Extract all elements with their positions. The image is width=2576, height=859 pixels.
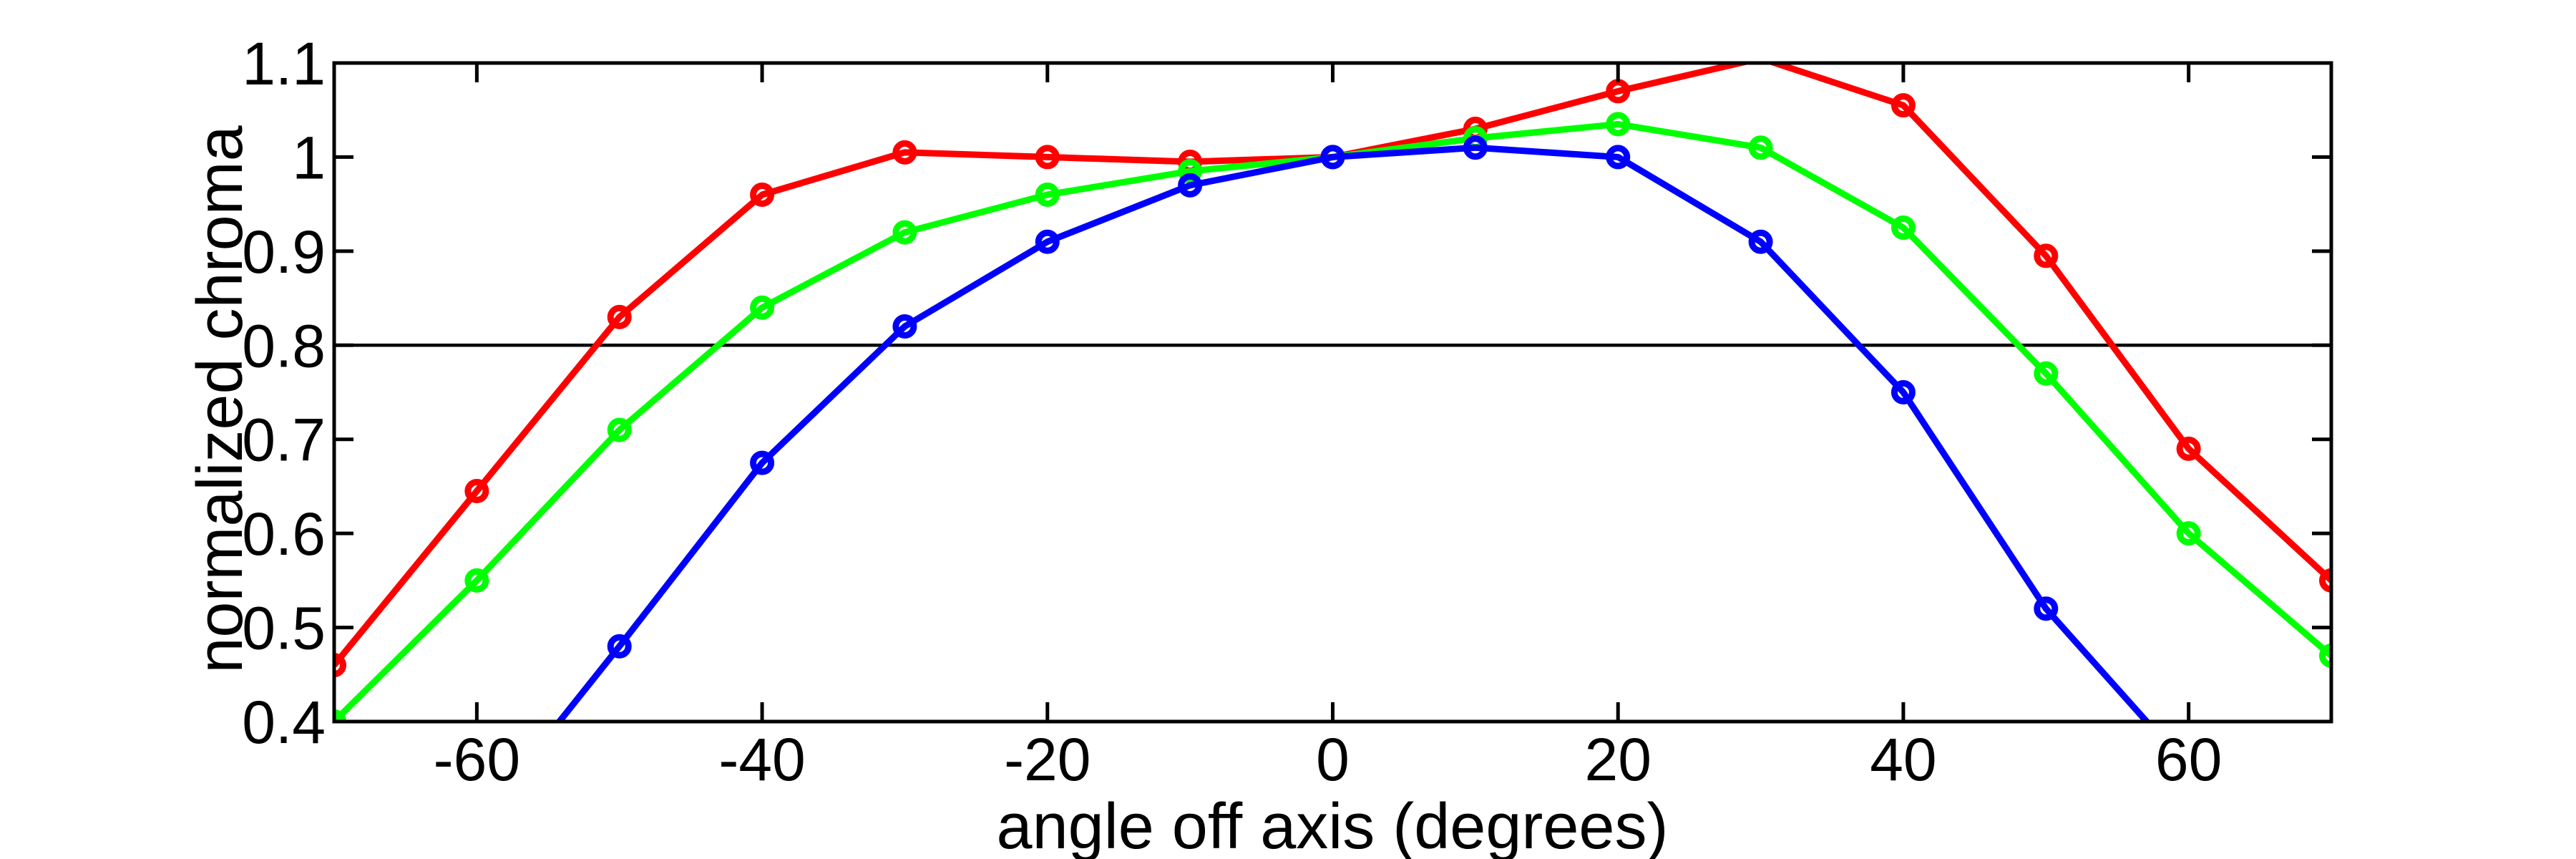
x-tick-label: 0 — [1316, 726, 1350, 793]
series-blue-marker — [1178, 173, 1203, 198]
series-blue-marker — [1463, 135, 1488, 160]
series-green-marker — [1748, 135, 1773, 160]
x-tick-label: 20 — [1584, 726, 1651, 793]
series-blue-marker — [1890, 380, 1916, 404]
x-axis-label: angle off axis (degrees) — [997, 791, 1669, 859]
series-blue-marker — [1320, 145, 1345, 170]
series-blue-marker — [1748, 229, 1773, 254]
series-red-marker — [1035, 145, 1060, 170]
series-blue-marker — [1035, 229, 1060, 254]
series-green-marker — [1890, 215, 1916, 240]
series-red-marker — [2034, 243, 2059, 268]
y-tick-label: 0.8 — [242, 312, 326, 379]
series-blue — [555, 135, 2152, 722]
y-tick-label: 1.1 — [242, 30, 326, 97]
series-red-marker — [750, 183, 775, 207]
series-blue-marker — [750, 450, 775, 475]
series-green-marker — [1606, 112, 1631, 137]
y-tick-label: 1 — [292, 124, 326, 191]
chart-generated-content: -60 -40 -20 0 20 40 60 0.4 0.5 0.6 0.7 0.8 0.9 1 1.1 — [242, 30, 2333, 793]
series-red-marker — [334, 653, 346, 678]
series-blue-marker — [892, 314, 917, 339]
series-green-marker — [892, 220, 917, 245]
y-axis-label: normalized chroma — [185, 125, 256, 673]
series-red-marker — [2319, 568, 2331, 593]
x-tick-label: -40 — [718, 726, 805, 793]
y-tick-label: 0.7 — [242, 407, 326, 474]
series-green-marker — [2319, 644, 2331, 668]
x-tick-label: -60 — [434, 726, 520, 793]
x-tick-label: -20 — [1004, 726, 1091, 793]
series-blue-line — [555, 144, 2152, 722]
series-blue-marker — [2034, 596, 2059, 621]
series-green-marker — [464, 568, 489, 593]
y-tick-label: 0.4 — [242, 689, 326, 756]
x-tick-label: 60 — [2155, 726, 2222, 793]
series-green-marker — [607, 417, 632, 442]
series-red-marker — [1890, 93, 1916, 118]
series-green-marker — [1178, 159, 1203, 184]
series-red-marker — [2176, 436, 2201, 461]
series-green-marker — [2176, 521, 2201, 546]
series-green-marker — [1035, 183, 1060, 207]
series-green-marker — [2034, 361, 2059, 386]
series-green-marker — [750, 295, 775, 320]
y-tick-label: 0.6 — [242, 500, 326, 568]
x-tick-label: 40 — [1870, 726, 1936, 793]
series-blue-marker — [607, 634, 632, 659]
y-tick-label: 0.9 — [242, 218, 326, 286]
series-red-marker — [892, 140, 917, 165]
series-red-marker — [464, 479, 489, 503]
y-tick-label: 0.5 — [242, 595, 326, 662]
series-red-marker — [607, 304, 632, 329]
series-blue-marker — [1606, 145, 1631, 170]
